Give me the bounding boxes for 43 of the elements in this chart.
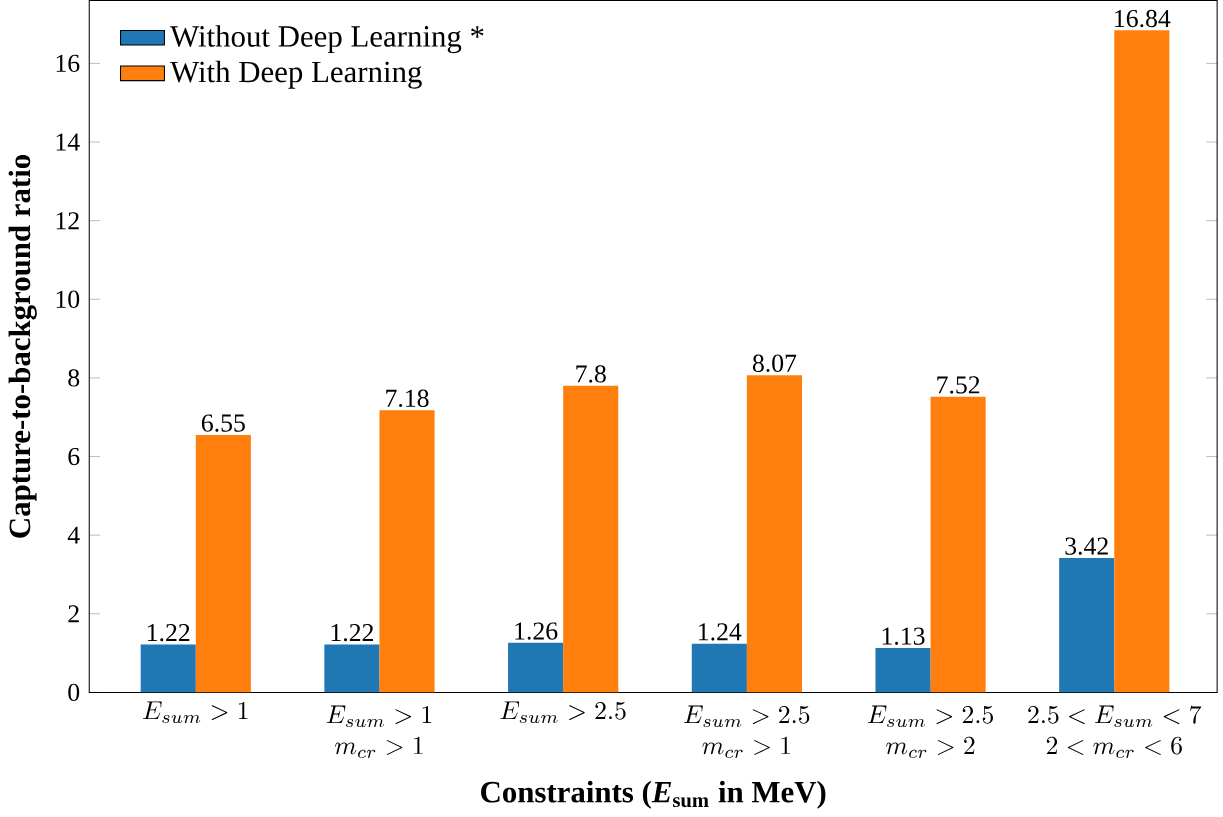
y-tick-label: 0	[68, 683, 80, 701]
x-tick-label: $E_{sum} > 2.5$	[500, 701, 626, 723]
data-label: 6.55	[201, 414, 245, 432]
y-tick-label: 8	[68, 369, 80, 387]
bar	[875, 647, 931, 693]
y-tick-label: 12	[56, 211, 79, 229]
y-tick-label: 6	[68, 447, 80, 465]
data-label: 1.22	[331, 623, 374, 642]
x-tick-label: $\begin{array}{c}2.5 < E_{sum} < 7\\ 2 < m_{cr} < 6\end{array}$	[1028, 705, 1202, 758]
bar	[930, 396, 986, 693]
bar	[195, 434, 251, 693]
data-label: 7.52	[937, 376, 980, 394]
y-tick-label: 16	[56, 54, 80, 72]
bar	[691, 643, 747, 693]
data-label: 1.13	[882, 627, 925, 645]
bar	[563, 385, 619, 693]
x-tick-label: $\begin{array}{c}E_{sum} > 2.5\\ m_{cr} > 2\end{array}$	[867, 705, 993, 758]
bar	[140, 644, 196, 693]
data-label: 7.18	[386, 389, 429, 407]
data-label: 1.22	[147, 623, 190, 642]
legend-label: With Deep Learning	[170, 60, 422, 89]
bar	[1059, 557, 1115, 693]
bar	[508, 642, 564, 693]
data-label: 7.8	[576, 365, 606, 383]
bar	[324, 644, 380, 693]
x-tick-label: $E_{sum} > 1$	[143, 701, 248, 723]
x-tick-label: $\begin{array}{c}E_{sum} > 1\\ m_{cr} > 1\end{array}$	[326, 705, 432, 758]
data-label: 1.24	[699, 623, 742, 641]
data-label: 3.42	[1065, 537, 1108, 555]
y-tick-label: 4	[67, 526, 80, 544]
data-label: 8.07	[752, 354, 797, 372]
y-tick-label: 10	[56, 290, 80, 308]
x-axis-title: Constraints (E$_{sum}$ in MeV)	[481, 780, 826, 809]
legend-label: Without Deep Learning *	[170, 24, 484, 54]
bar	[1114, 30, 1170, 693]
bar	[746, 374, 802, 693]
data-label: 1.26	[515, 622, 558, 640]
x-tick-label: $\begin{array}{c}E_{sum} > 2.5\\ m_{cr} > 1\end{array}$	[684, 705, 810, 758]
y-tick-label: 14	[56, 133, 80, 151]
bar	[379, 409, 435, 693]
y-axis-title: Capture-to-background ratio	[8, 154, 37, 538]
y-tick-label: 2	[68, 605, 79, 623]
data-label: 16.84	[1115, 9, 1171, 28]
